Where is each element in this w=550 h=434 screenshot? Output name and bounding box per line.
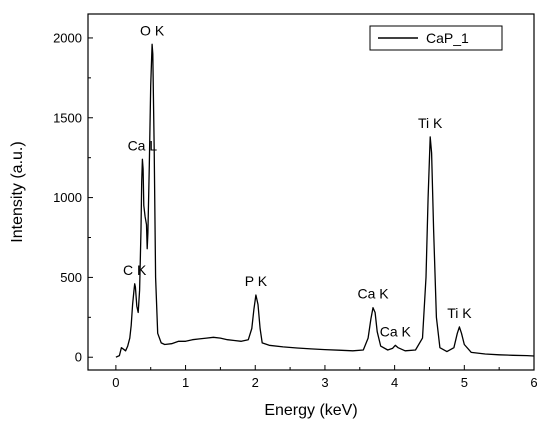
x-tick-label: 2 xyxy=(252,375,259,390)
x-tick-label: 0 xyxy=(112,375,119,390)
peak-label: Ca K xyxy=(380,323,412,339)
x-tick-label: 3 xyxy=(321,375,328,390)
peak-label: P K xyxy=(245,273,268,289)
x-tick-label: 4 xyxy=(391,375,398,390)
x-tick-label: 6 xyxy=(530,375,537,390)
peak-label: Ca K xyxy=(357,286,389,302)
peak-label: Ti K xyxy=(418,115,443,131)
x-tick-label: 1 xyxy=(182,375,189,390)
peak-label: C K xyxy=(123,262,147,278)
y-axis-title: Intensity (a.u.) xyxy=(9,141,26,242)
peak-label: Ti K xyxy=(447,305,472,321)
legend: CaP_1 xyxy=(369,25,503,51)
series-layer xyxy=(115,43,535,358)
x-axis-title: Energy (keV) xyxy=(264,402,357,419)
peak-label: Ca L xyxy=(128,137,158,153)
y-tick-label: 500 xyxy=(60,270,82,285)
axis-ticks: 0 1 2 3 4 5 6 0 500 1000 1500 2000 xyxy=(53,30,538,390)
annotations: O K Ca L C K P K Ca K Ca K Ti K Ti K xyxy=(123,22,472,339)
y-tick-label: 2000 xyxy=(53,30,82,45)
y-tick-label: 0 xyxy=(75,350,82,365)
y-tick-label: 1500 xyxy=(53,110,82,125)
legend-label: CaP_1 xyxy=(426,30,469,46)
y-tick-label: 1000 xyxy=(53,190,82,205)
x-tick-label: 5 xyxy=(461,375,468,390)
series-line xyxy=(115,43,535,358)
plot-frame xyxy=(87,13,535,371)
peak-label: O K xyxy=(140,22,165,38)
